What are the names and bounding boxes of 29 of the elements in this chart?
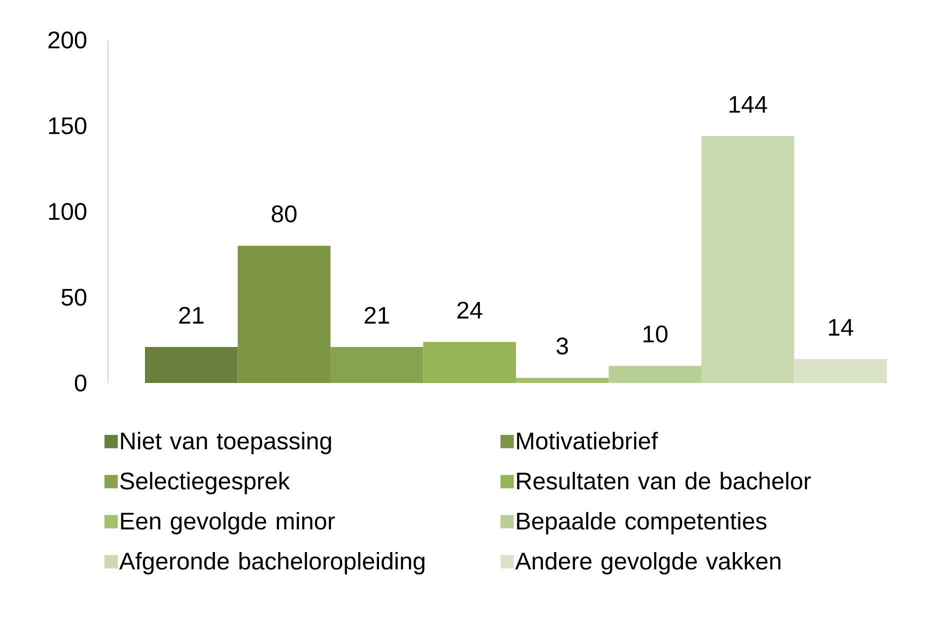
data-label: 24 <box>457 302 482 318</box>
bar <box>516 378 609 383</box>
data-label: 3 <box>556 337 568 354</box>
legend-label: Andere gevolgde vakken <box>515 552 780 574</box>
bar <box>794 358 887 383</box>
legend-label: Niet van toepassing <box>121 432 331 454</box>
y-tick-label: 0 <box>74 374 86 392</box>
bar <box>144 346 238 383</box>
y-tick-label: 150 <box>49 117 86 134</box>
data-label: 21 <box>179 306 204 324</box>
y-tick-label: 200 <box>48 31 86 48</box>
bar <box>238 246 330 383</box>
legend-label: Resultaten van de bachelor <box>517 472 811 490</box>
y-tick-label: 100 <box>49 202 86 220</box>
legend-label: Bepaalde competenties <box>517 512 766 534</box>
data-label: 14 <box>829 319 854 336</box>
data-label: 144 <box>730 96 768 113</box>
bar <box>608 366 702 383</box>
legend-label: Een gevolgde minor <box>121 512 335 534</box>
legend-label: Afgeronde bacheloropleiding <box>119 552 424 574</box>
legend-label: Selectiegesprek <box>120 472 290 494</box>
data-label: 10 <box>644 325 668 342</box>
bar <box>701 136 794 383</box>
data-label: 21 <box>364 306 389 324</box>
bar <box>330 346 424 383</box>
legend-label: Motivatiebrief <box>517 432 658 450</box>
bar <box>423 342 516 383</box>
y-tick-label: 50 <box>62 288 86 306</box>
data-label: 80 <box>272 205 297 222</box>
